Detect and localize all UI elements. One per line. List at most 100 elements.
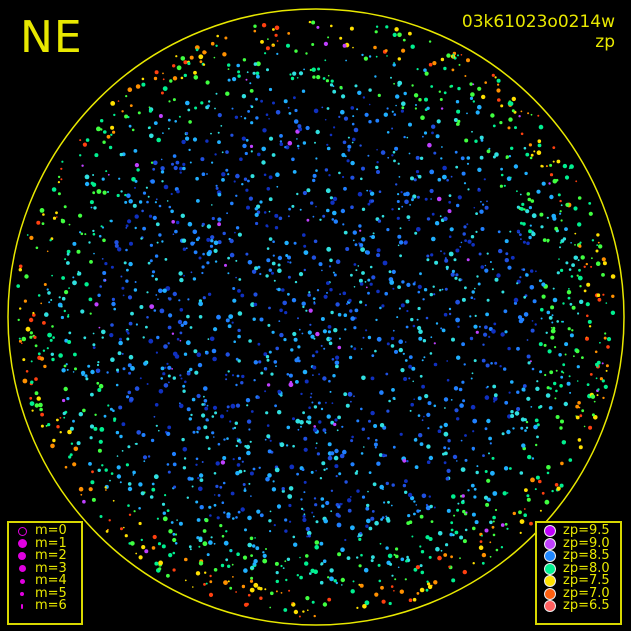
star-marker (168, 381, 170, 384)
star-marker (203, 425, 208, 430)
star-marker (64, 290, 69, 295)
star-marker (397, 244, 400, 247)
star-marker (302, 369, 308, 375)
star-marker (546, 310, 551, 315)
star-marker (433, 506, 436, 509)
star-marker (522, 240, 526, 244)
star-marker (504, 522, 508, 526)
star-marker (238, 278, 242, 281)
star-marker (556, 271, 560, 275)
star-marker (329, 133, 333, 137)
star-marker (342, 449, 347, 455)
star-marker (438, 90, 441, 93)
star-marker (292, 535, 296, 539)
star-marker (68, 455, 72, 459)
star-marker (55, 211, 58, 215)
star-marker (203, 583, 206, 586)
star-marker (371, 555, 375, 559)
star-marker (283, 338, 287, 342)
star-marker (604, 332, 607, 335)
star-marker (167, 342, 170, 345)
star-marker (475, 330, 479, 334)
star-marker (257, 265, 261, 269)
star-marker (332, 85, 335, 88)
star-marker (60, 167, 63, 170)
star-marker (105, 489, 107, 491)
star-marker (29, 396, 33, 400)
star-marker (412, 282, 416, 286)
star-marker (477, 167, 482, 172)
star-marker (147, 126, 151, 130)
magnitude-marker-icon (9, 565, 35, 573)
star-marker (478, 252, 482, 256)
star-marker (271, 153, 276, 157)
star-marker (522, 268, 526, 271)
star-marker (404, 578, 407, 581)
star-marker (130, 541, 135, 546)
star-marker (431, 131, 434, 135)
star-marker (322, 428, 327, 432)
star-marker (92, 343, 96, 347)
star-marker (412, 597, 417, 602)
star-marker (402, 38, 406, 42)
star-marker (444, 407, 446, 409)
star-marker (477, 104, 482, 110)
star-marker (192, 430, 196, 434)
star-marker (337, 312, 342, 317)
star-marker (37, 352, 41, 356)
star-marker (550, 335, 555, 340)
star-marker (431, 236, 436, 242)
star-marker (198, 473, 204, 478)
star-marker (376, 161, 379, 164)
star-marker (374, 446, 377, 449)
star-marker (394, 578, 397, 581)
star-marker (596, 360, 601, 365)
star-marker (215, 186, 219, 190)
star-marker (182, 384, 186, 388)
star-marker (599, 377, 604, 381)
magnitude-marker-icon (9, 552, 35, 561)
star-marker (549, 194, 554, 200)
star-marker (407, 492, 413, 498)
star-marker (116, 455, 119, 457)
star-marker (30, 380, 34, 384)
star-marker (361, 207, 366, 211)
star-marker (440, 549, 443, 552)
zp-legend-label: zp=6.5 (563, 598, 610, 613)
star-marker (245, 78, 248, 81)
star-marker (34, 377, 38, 381)
star-marker (559, 241, 562, 244)
star-marker (50, 299, 53, 301)
star-marker (334, 360, 340, 366)
star-marker (189, 161, 192, 164)
star-marker (459, 535, 464, 540)
star-marker (459, 557, 461, 560)
star-marker (182, 247, 187, 251)
star-marker (194, 370, 199, 375)
star-marker (406, 309, 409, 313)
star-marker (597, 241, 600, 244)
star-marker (198, 486, 203, 492)
star-marker (471, 512, 476, 517)
star-marker (401, 106, 405, 110)
star-marker (488, 452, 490, 455)
magnitude-legend-item: m=6 (9, 599, 81, 613)
star-marker (307, 330, 312, 335)
star-marker (153, 160, 158, 166)
star-marker (312, 178, 316, 183)
star-marker (279, 142, 284, 146)
star-marker (462, 569, 467, 575)
star-marker (107, 173, 110, 176)
star-marker (68, 331, 72, 335)
star-marker (193, 250, 198, 255)
star-marker (312, 515, 315, 518)
star-marker (274, 561, 279, 566)
star-marker (437, 555, 442, 561)
star-marker (538, 279, 542, 283)
star-marker (352, 230, 357, 235)
star-marker (330, 200, 335, 205)
star-marker (298, 272, 304, 277)
star-marker (228, 314, 234, 319)
magnitude-marker-icon (9, 603, 35, 609)
star-marker (227, 580, 230, 583)
